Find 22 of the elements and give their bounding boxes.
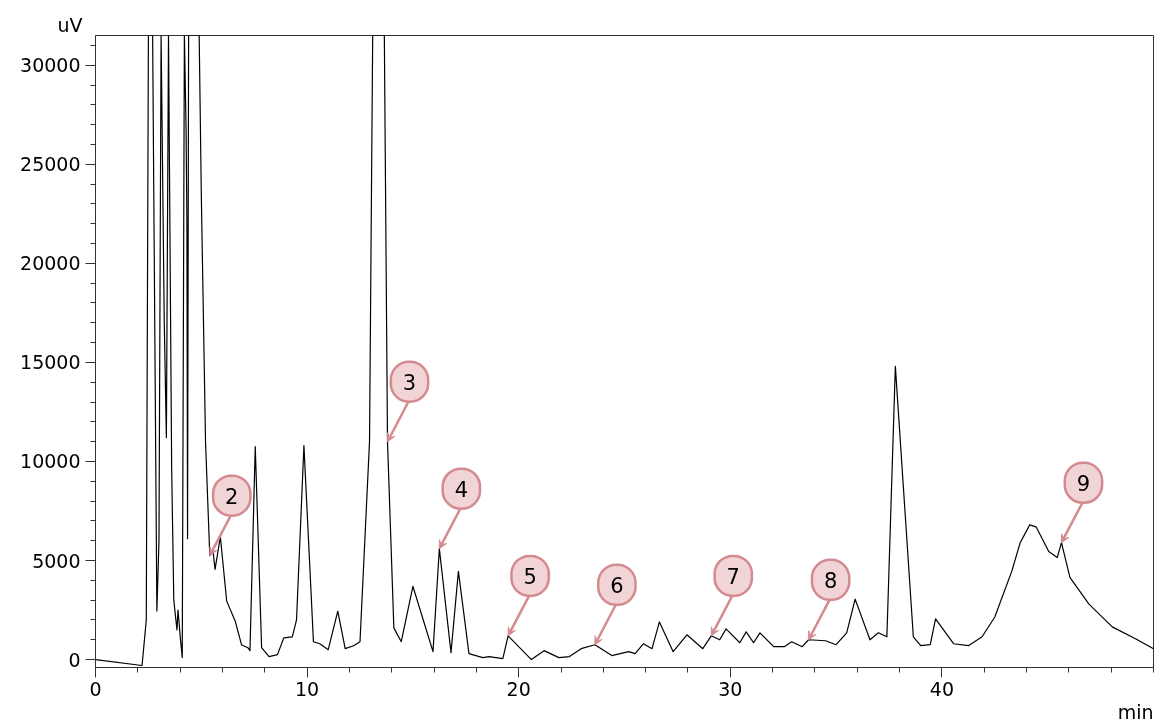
annotation: 5 <box>523 564 537 589</box>
x-tick-label: 0 <box>89 677 102 700</box>
y-axis-title: uV <box>57 13 83 36</box>
x-tick-label: 20 <box>506 677 531 700</box>
x-tick-label: 10 <box>295 677 320 700</box>
y-tick-label: 15000 <box>20 351 81 374</box>
y-tick-label: 0 <box>68 648 81 671</box>
annotation: 6 <box>610 573 624 598</box>
y-tick-label: 5000 <box>32 549 81 572</box>
x-tick-label: 40 <box>929 677 954 700</box>
annotation: 8 <box>823 568 838 593</box>
x-tick-label: 30 <box>718 677 743 700</box>
y-tick-label: 10000 <box>20 450 81 473</box>
annotation: 4 <box>454 477 469 502</box>
annotation: 3 <box>402 370 417 395</box>
y-tick-label: 30000 <box>20 54 81 77</box>
y-tick-label: 20000 <box>20 252 81 275</box>
x-axis-title: min <box>1117 700 1154 722</box>
y-tick-label: 25000 <box>20 153 81 176</box>
annotation: 7 <box>726 564 740 589</box>
annotation: 9 <box>1076 471 1091 496</box>
annotation: 2 <box>225 484 239 509</box>
